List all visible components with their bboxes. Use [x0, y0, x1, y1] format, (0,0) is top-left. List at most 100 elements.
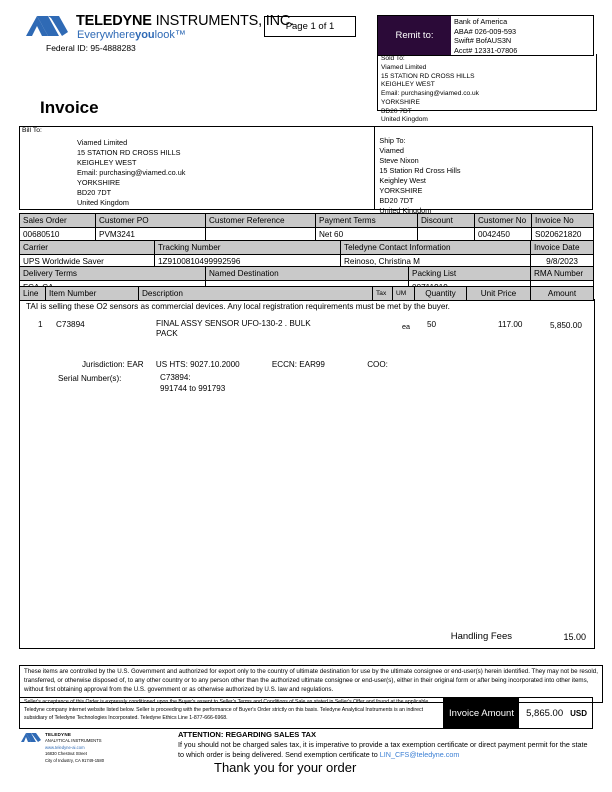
line-item-item-number: C73894 — [56, 320, 85, 329]
line-item-description-2: PACK — [156, 329, 178, 339]
serial-numbers-range: 991744 to 991793 — [160, 383, 226, 393]
col-header-description: Description — [138, 286, 373, 301]
line-item-description-1: FINAL ASSY SENSOR UFO-130-2 . BULK — [156, 319, 311, 328]
page-title: Invoice — [40, 98, 99, 117]
sold-to-box: Sold To: Viamed Limited 15 STATION RD CR… — [377, 54, 597, 123]
ship-to-address: Ship To: Viamed Steve Nixon 15 Station R… — [379, 136, 460, 217]
carrier-info-table: Carrier Tracking Number Teledyne Contact… — [19, 240, 594, 269]
ship-to-line: 15 Station Rd Cross Hills — [379, 166, 461, 176]
col-header-invoice-no: Invoice No — [531, 213, 594, 228]
footer-company-address-2: City of Industry, CA 91749-1580 — [45, 757, 105, 763]
thank-you-message: Thank you for your order — [214, 760, 357, 775]
line-item-description: FINAL ASSY SENSOR UFO-130-2 . BULK PACK — [156, 319, 311, 340]
company-name-rest: INSTRUMENTS, INC. — [151, 13, 295, 29]
sold-to-caption: Sold To: — [381, 55, 405, 62]
federal-id: Federal ID: 95-4888283 — [46, 42, 136, 53]
col-header-rma-number: RMA Number — [530, 266, 594, 281]
sold-to-line: YORKSHIRE — [381, 98, 420, 106]
col-header-discount: Discount — [417, 213, 475, 228]
remit-acct: Acct# 12331-07806 — [454, 45, 518, 55]
page-indicator: Page 1 of 1 — [264, 16, 356, 37]
remit-to-details: Bank of America ABA# 026-009-593 Swift# … — [451, 16, 593, 55]
line-items-body: TAI is selling these O2 sensors as comme… — [19, 299, 595, 649]
hts-value: 9027.10.2000 — [190, 360, 240, 369]
sales-tax-email-link[interactable]: LIN_CFS@teledyne.com — [379, 750, 460, 760]
table-header-row: Sales Order Customer PO Customer Referen… — [19, 213, 594, 228]
terms-and-total-row: Seller's acceptance of this Order is exp… — [19, 697, 593, 729]
handling-fees-value: 15.00 — [563, 632, 586, 642]
address-section: Bill To: Viamed Limited 15 STATION RD CR… — [19, 126, 593, 215]
company-header: TELEDYNE INSTRUMENTS, INC. Everywhereyou… — [24, 14, 294, 53]
ship-to-caption: Ship To: — [379, 136, 406, 145]
remit-aba: ABA# 026-009-593 — [454, 26, 517, 36]
ship-to-line: YORKSHIRE — [379, 186, 423, 196]
remit-swift: Swift# BofAUS3N — [454, 36, 512, 46]
eccn-value: EAR99 — [299, 360, 325, 369]
jurisdiction-label: Jurisdiction: — [82, 360, 125, 369]
col-header-named-destination: Named Destination — [205, 266, 409, 281]
col-header-tax: Tax — [372, 286, 393, 301]
sold-to-line: Email: purchasing@viamed.co.uk — [381, 90, 479, 98]
col-header-customer-no: Customer No — [474, 213, 532, 228]
table-header-row: Delivery Terms Named Destination Packing… — [19, 266, 594, 281]
footer-company-address-1: 16830 Chestnut Street — [45, 751, 87, 757]
serial-numbers-item: C73894: — [160, 373, 191, 382]
bill-to-line: United Kingdom — [77, 198, 129, 208]
teledyne-chevron-logo-icon — [21, 733, 41, 742]
serial-numbers-label: Serial Number(s): — [58, 374, 122, 383]
line-item-unit-price: 117.00 — [498, 320, 523, 329]
hts-label: US HTS: — [155, 360, 188, 369]
line-item-line-no: 1 — [38, 320, 43, 329]
col-header-invoice-date: Invoice Date — [530, 240, 594, 255]
handling-fees-label: Handling Fees — [450, 631, 512, 642]
bill-to-box: Bill To: Viamed Limited 15 STATION RD CR… — [19, 126, 376, 210]
invoice-amount-currency: USD — [570, 708, 587, 718]
line-item-um: ea — [402, 322, 410, 331]
remit-to-label: Remit to: — [378, 16, 451, 55]
footer-company-block: TELEDYNE ANALYTICAL INSTRUMENTS www.tele… — [20, 731, 104, 764]
company-name-bold: TELEDYNE — [76, 13, 152, 29]
footer-company-link[interactable]: www.teledyne-ai.com — [45, 744, 85, 750]
ship-to-line: Viamed — [379, 146, 404, 156]
bill-to-line: 15 STATION RD CROSS HILLS — [77, 148, 181, 158]
footer-company-sub: ANALYTICAL INSTRUMENTS — [45, 738, 102, 744]
col-header-amount: Amount — [530, 286, 594, 301]
invoice-amount-label: Invoice Amount — [444, 697, 519, 729]
coo-label: COO: — [367, 360, 388, 369]
company-tagline: Everywhereyoulook™ — [77, 28, 186, 41]
bill-to-line: YORKSHIRE — [77, 178, 120, 188]
invoice-amount-value-cell: 5,865.00 USD — [519, 697, 593, 729]
sales-tax-notice-body: If you should not be charged sales tax, … — [178, 740, 588, 760]
sales-tax-notice-title: ATTENTION: REGARDING SALES TAX — [178, 730, 317, 739]
invoice-amount-value: 5,865.00 — [526, 707, 564, 719]
ship-to-line: Keighley West — [379, 176, 426, 186]
sold-to-line: KEIGHLEY WEST — [381, 81, 435, 89]
line-item-quantity: 50 — [427, 320, 437, 329]
col-header-packing-list: Packing List — [408, 266, 531, 281]
ship-to-line: BD20 7DT — [379, 196, 414, 206]
sales-tax-notice: ATTENTION: REGARDING SALES TAX If you sh… — [178, 730, 588, 760]
col-header-tracking-number: Tracking Number — [154, 240, 341, 255]
table-row: 00680510 PVM3241 Net 60 0042450 S0206218… — [19, 227, 594, 242]
sold-to-line: 15 STATION RD CROSS HILLS — [381, 72, 475, 80]
bill-to-line: Email: purchasing@viamed.co.uk — [77, 168, 186, 178]
line-item-amount: 5,850.00 — [550, 321, 582, 330]
footer-company-name: TELEDYNE — [45, 732, 72, 737]
sold-to-line: Viamed Limited — [381, 63, 427, 71]
serial-numbers-values: C73894: 991744 to 991793 — [160, 373, 225, 395]
sold-to-line: United Kingdom — [381, 116, 428, 124]
line-items-header-table: Line Item Number Description Tax UM Quan… — [19, 286, 594, 301]
col-header-customer-po: Customer PO — [95, 213, 206, 228]
jurisdiction-value: EAR — [126, 360, 144, 369]
bill-to-address: Viamed Limited 15 STATION RD CROSS HILLS… — [77, 138, 185, 208]
line-items-note: TAI is selling these O2 sensors as comme… — [26, 302, 450, 311]
col-header-unit-price: Unit Price — [466, 286, 531, 301]
col-header-carrier: Carrier — [19, 240, 155, 255]
sales-tax-notice-body-1: If you should not be charged sales tax, … — [178, 740, 526, 749]
col-header-item-number: Item Number — [45, 286, 139, 301]
order-info-table: Sales Order Customer PO Customer Referen… — [19, 213, 594, 242]
remit-to-box: Remit to: Bank of America ABA# 026-009-5… — [377, 15, 594, 56]
col-header-teledyne-contact: Teledyne Contact Information — [340, 240, 531, 255]
terms-and-conditions-note: Seller's acceptance of this Order is exp… — [19, 697, 444, 729]
